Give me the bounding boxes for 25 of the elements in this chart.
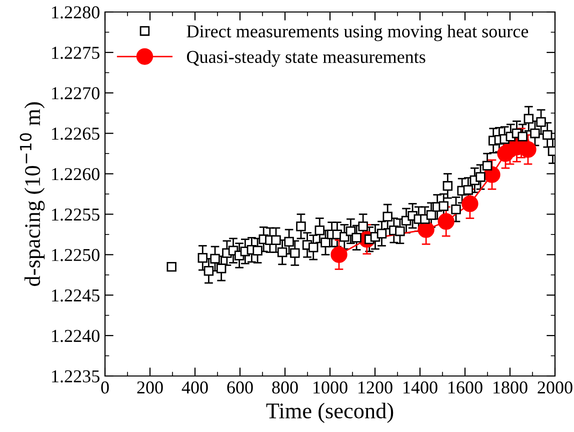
y-axis-title: d-spacing (10$^{−10}$ m): [20, 102, 45, 286]
y-tick-label: 1.2245: [52, 289, 100, 302]
x-tick-label: 2000: [538, 381, 572, 394]
y-tick-label: 1.2235: [52, 370, 100, 383]
y-tick-label: 1.2280: [52, 6, 100, 19]
x-tick-label: 600: [227, 381, 253, 394]
x-tick-label: 1200: [358, 381, 392, 394]
x-tick-label: 0: [101, 381, 109, 394]
x-tick-label: 400: [182, 381, 208, 394]
x-tick-label: 800: [272, 381, 298, 394]
y-tick-label: 1.2250: [52, 248, 100, 262]
legend-label: Direct measurements using moving heat source: [186, 24, 528, 42]
x-tick-label: 200: [137, 381, 163, 394]
y-tick-label: 1.2270: [52, 87, 100, 100]
x-tick-label: 1000: [314, 381, 348, 394]
y-tick-label: 1.2260: [52, 168, 100, 180]
legend-label: Quasi-steady state measurements: [186, 50, 426, 67]
y-tick-label: 1.2255: [52, 208, 100, 221]
x-tick-label: 1400: [404, 381, 438, 394]
x-tick-label: 1800: [494, 381, 528, 394]
y-tick-label: 1.2240: [52, 330, 100, 342]
y-tick-label: 1.2275: [52, 46, 100, 59]
y-tick-label: 1.2265: [52, 128, 100, 140]
x-axis-title: Time (second): [266, 402, 394, 423]
x-tick-label: 1600: [448, 381, 482, 394]
